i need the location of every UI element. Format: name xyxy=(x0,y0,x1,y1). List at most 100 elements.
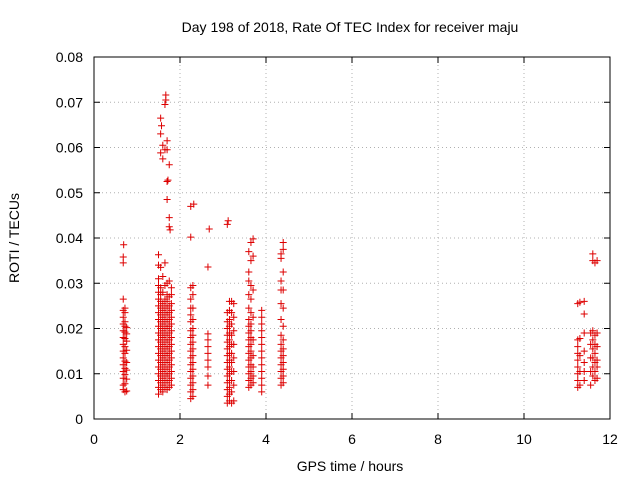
data-point xyxy=(279,268,287,276)
data-point xyxy=(120,241,128,249)
data-point xyxy=(279,352,287,360)
data-point xyxy=(587,381,595,389)
y-tick-label: 0.05 xyxy=(56,185,83,201)
data-point xyxy=(574,356,582,364)
data-point xyxy=(164,176,172,184)
grid-lines xyxy=(94,57,610,419)
data-point xyxy=(279,245,287,253)
data-point xyxy=(228,358,236,366)
y-tick-label: 0.04 xyxy=(56,230,83,246)
data-point xyxy=(247,239,255,247)
data-point xyxy=(187,233,195,241)
data-point xyxy=(204,372,212,380)
data-point xyxy=(228,377,236,385)
data-point xyxy=(123,337,131,345)
data-point xyxy=(155,251,162,259)
data-point xyxy=(123,324,131,332)
data-point xyxy=(119,327,127,335)
data-point xyxy=(167,313,175,321)
data-point xyxy=(228,331,236,339)
data-point xyxy=(225,336,233,344)
data-point xyxy=(277,277,285,285)
data-point xyxy=(277,300,285,308)
data-point xyxy=(593,257,601,265)
data-point xyxy=(277,331,285,339)
data-point xyxy=(159,155,167,163)
data-point xyxy=(580,377,588,385)
data-point xyxy=(576,381,584,389)
data-point xyxy=(159,288,167,296)
data-point xyxy=(163,137,171,145)
data-point xyxy=(279,304,287,312)
data-point xyxy=(277,315,285,323)
y-tick-labels: 0 0.01 0.02 0.03 0.04 0.05 0.06 0.07 0.08 xyxy=(56,49,83,427)
data-point xyxy=(249,363,257,371)
data-point xyxy=(204,343,212,351)
data-point xyxy=(249,235,257,243)
data-point xyxy=(258,320,266,328)
x-tick-label: 4 xyxy=(262,431,270,447)
data-point xyxy=(123,346,131,354)
data-point xyxy=(165,277,173,285)
data-point xyxy=(279,286,287,294)
data-point xyxy=(157,149,165,157)
x-axis-label: GPS time / hours xyxy=(297,458,404,474)
data-point xyxy=(589,345,597,353)
data-point xyxy=(279,358,287,366)
data-point xyxy=(167,361,175,369)
data-point xyxy=(277,340,285,348)
x-tick-label: 6 xyxy=(348,431,356,447)
data-point xyxy=(189,338,197,346)
data-point xyxy=(163,297,171,305)
data-point xyxy=(247,340,255,348)
data-point xyxy=(155,275,162,283)
data-point xyxy=(230,354,238,362)
data-point xyxy=(228,388,236,396)
data-point xyxy=(279,239,287,247)
data-point xyxy=(165,161,173,169)
data-point xyxy=(247,367,255,375)
data-point xyxy=(228,349,236,357)
data-point xyxy=(580,367,588,375)
data-point xyxy=(119,381,127,389)
y-tick-label: 0.08 xyxy=(56,49,83,65)
data-point xyxy=(277,250,285,258)
data-point xyxy=(580,347,588,355)
data-point xyxy=(167,291,175,299)
data-point xyxy=(230,313,238,321)
data-point xyxy=(162,96,170,104)
data-point xyxy=(121,328,129,336)
data-point xyxy=(158,122,166,130)
data-point xyxy=(580,297,588,305)
data-point xyxy=(123,366,131,374)
data-point xyxy=(190,200,198,208)
data-point xyxy=(574,343,582,351)
data-point xyxy=(247,282,255,290)
data-point xyxy=(167,340,175,348)
data-point xyxy=(167,354,175,362)
data-point xyxy=(189,325,197,332)
data-point xyxy=(121,388,129,396)
data-point xyxy=(593,363,601,371)
data-point xyxy=(161,101,169,109)
data-point xyxy=(189,331,197,339)
data-point xyxy=(228,320,236,328)
x-tick-label: 12 xyxy=(602,431,618,447)
data-point xyxy=(189,365,197,373)
data-point xyxy=(157,114,165,122)
data-point xyxy=(258,354,266,362)
data-point xyxy=(121,357,129,365)
data-point xyxy=(165,223,173,231)
data-point xyxy=(187,295,195,303)
data-point xyxy=(123,387,131,395)
data-point xyxy=(576,334,584,342)
data-point xyxy=(123,358,131,366)
data-points xyxy=(119,91,601,407)
data-point xyxy=(249,336,257,344)
data-point xyxy=(204,363,212,371)
data-point xyxy=(167,327,175,335)
data-point xyxy=(580,358,588,366)
y-tick-label: 0.01 xyxy=(56,366,83,382)
data-point xyxy=(163,196,171,204)
